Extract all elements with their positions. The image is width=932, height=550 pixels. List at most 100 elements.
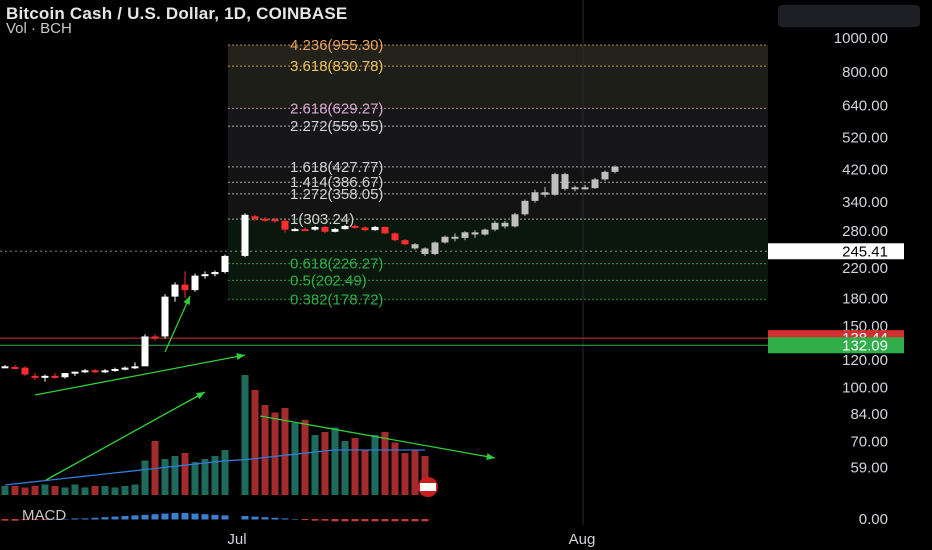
volume-bar: [251, 390, 259, 495]
fib-zone: [228, 108, 768, 167]
fib-label: 0.618(226.27): [290, 256, 383, 273]
macd-histogram-bar: [271, 517, 279, 520]
volume-bar: [391, 442, 399, 495]
macd-histogram-bar: [121, 516, 129, 520]
candle-body: [161, 296, 169, 337]
fib-label: 0.5(202.49): [290, 272, 367, 289]
candle-body: [611, 166, 619, 172]
volume-bar: [381, 432, 389, 495]
macd-histogram-bar: [421, 519, 429, 522]
volume-bar: [211, 456, 219, 495]
candle-body: [101, 370, 109, 373]
volume-bar: [191, 462, 199, 495]
macd-label: MACD: [22, 507, 66, 524]
macd-histogram-bar: [41, 519, 49, 521]
fib-label: 1(303.24): [290, 211, 354, 228]
candle-body: [601, 171, 609, 180]
candle-body: [311, 226, 319, 230]
flag-stripe: [420, 483, 436, 491]
candle-body: [361, 227, 369, 231]
price-tick: 280.00: [842, 223, 888, 240]
macd-histogram-bar: [51, 519, 59, 520]
volume-bar: [131, 484, 139, 495]
macd-histogram-bar: [61, 519, 69, 520]
volume-bar: [241, 375, 249, 495]
candle-body: [221, 255, 229, 273]
price-tag-label: 245.41: [842, 243, 888, 260]
candle-body: [411, 244, 419, 249]
price-tag: [768, 337, 904, 354]
volume-bar: [261, 405, 269, 495]
candle-body: [401, 240, 409, 245]
volume-bar: [161, 459, 169, 495]
candle-body: [41, 375, 49, 378]
macd-histogram-bar: [171, 513, 179, 520]
candle-body: [81, 370, 89, 373]
volume-up-arrow: [45, 391, 206, 481]
fib-label: 1.272(358.05): [290, 186, 383, 203]
macd-histogram-bar: [191, 513, 199, 520]
candle-body: [191, 275, 199, 291]
candle-body: [301, 229, 309, 232]
macd-histogram-bar: [301, 519, 309, 521]
volume-bar: [411, 450, 419, 495]
macd-histogram-bar: [131, 515, 139, 520]
fib-zone: [228, 166, 768, 220]
volume-bar: [421, 456, 429, 495]
candle-body: [61, 373, 69, 378]
fib-zone: [228, 66, 768, 109]
macd-histogram-bar: [381, 519, 389, 522]
candle-body: [1, 366, 9, 369]
volume-bar: [221, 450, 229, 495]
macd-histogram-bar: [161, 513, 169, 520]
price-tick: 59.00: [850, 460, 888, 477]
volume-up-arrow-head: [196, 392, 205, 400]
price-tick: 420.00: [842, 162, 888, 179]
price-tick: 340.00: [842, 194, 888, 211]
candle-body: [421, 248, 429, 255]
candle-body: [321, 226, 329, 232]
macd-histogram-bar: [341, 519, 349, 522]
volume-bar: [321, 432, 329, 495]
toolbar-button[interactable]: [778, 5, 920, 27]
macd-histogram-bar: [241, 516, 249, 520]
macd-histogram-bar: [281, 518, 289, 520]
volume-bar: [121, 486, 129, 495]
fib-label: 2.272(559.55): [290, 118, 383, 135]
candle-body: [211, 272, 219, 275]
volume-bar: [201, 459, 209, 495]
candle-body: [21, 367, 29, 375]
macd-histogram-bar: [1, 519, 9, 521]
price-tick: 220.00: [842, 260, 888, 277]
macd-histogram-bar: [331, 519, 339, 522]
candle-body: [471, 232, 479, 235]
volume-bar: [51, 486, 59, 495]
volume-bar: [401, 453, 409, 495]
macd-histogram-bar: [261, 517, 269, 520]
fib-label: 0.382(178.72): [290, 291, 383, 308]
macd-histogram-bar: [21, 519, 29, 521]
volume-bar: [81, 487, 89, 495]
candle-body: [91, 370, 99, 373]
candle-body: [71, 371, 79, 374]
macd-histogram-bar: [371, 519, 379, 522]
candle-body: [501, 222, 509, 227]
price-tick: 180.00: [842, 290, 888, 307]
volume-bar: [341, 441, 349, 495]
time-tick: Aug: [569, 531, 596, 548]
volume-down-arrow: [259, 415, 496, 459]
candle-body: [541, 192, 549, 195]
candle-body: [551, 174, 559, 195]
candle-body: [201, 274, 209, 277]
macd-histogram-bar: [111, 516, 119, 520]
breakout-arrow-head: [183, 296, 190, 305]
macd-histogram-bar: [201, 514, 209, 520]
candle-body: [181, 284, 189, 291]
price-tick: 100.00: [842, 380, 888, 397]
macd-histogram-bar: [181, 513, 189, 520]
candle-body: [381, 226, 389, 234]
candle-body: [111, 368, 119, 371]
macd-histogram-bar: [401, 519, 409, 522]
macd-histogram-bar: [411, 519, 419, 522]
